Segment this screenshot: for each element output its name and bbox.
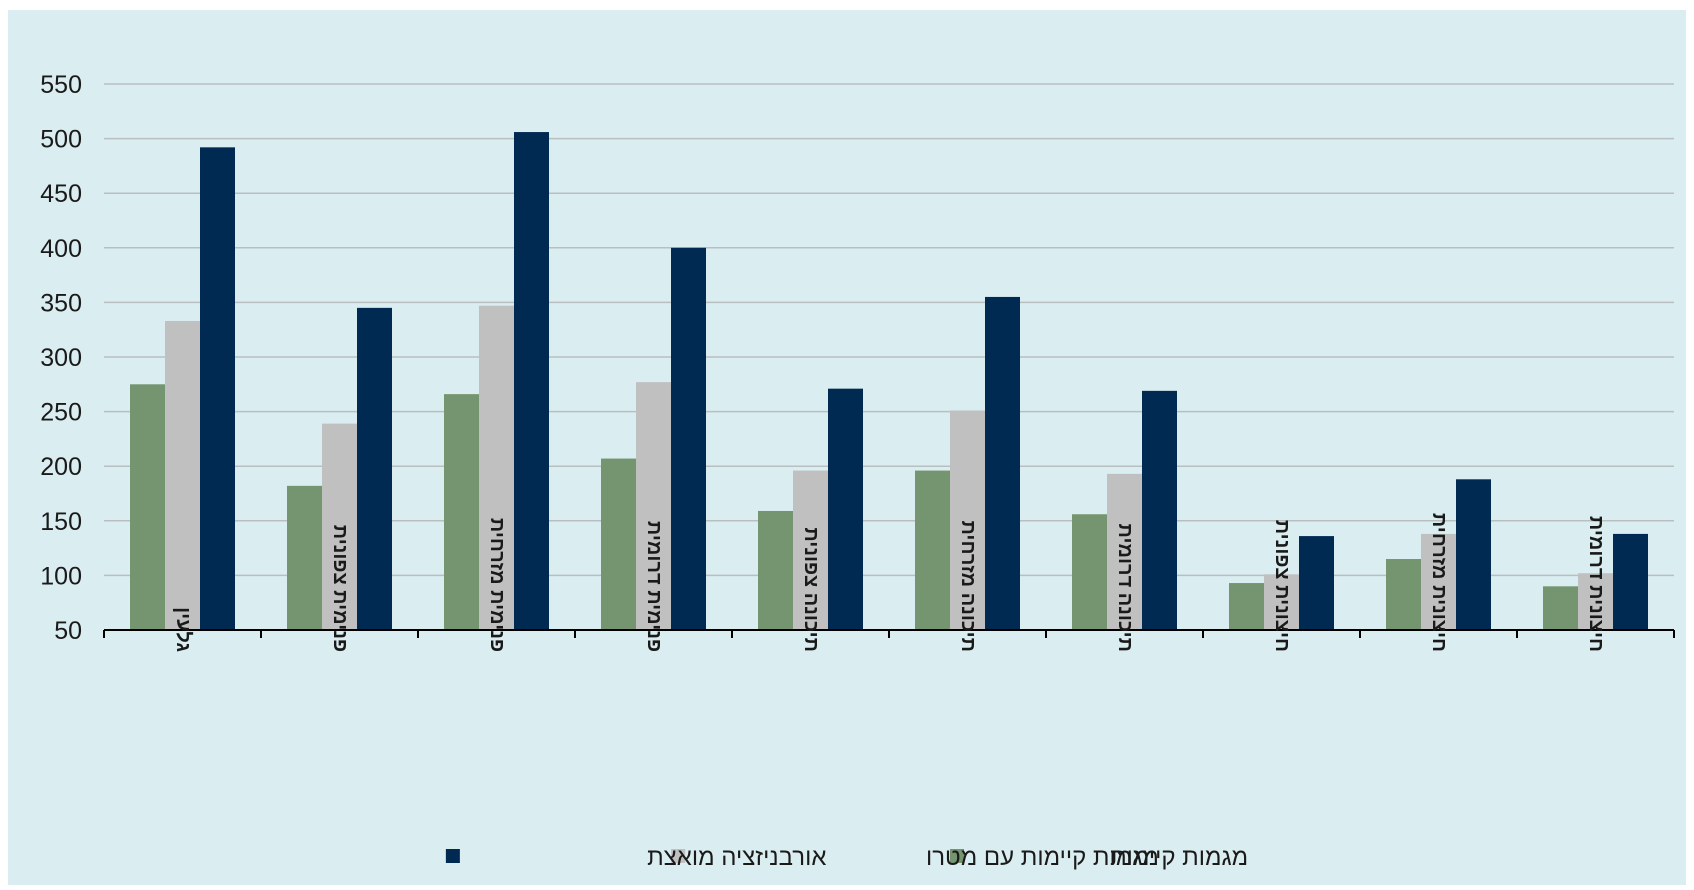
bar — [357, 307, 392, 630]
bar — [1107, 473, 1142, 630]
bar — [130, 384, 165, 630]
x-tick-label: תיכונה צפונית — [800, 527, 822, 652]
x-tick-label: חיצונית צפונית — [1271, 520, 1293, 652]
bar — [1613, 533, 1648, 630]
bar — [1229, 583, 1264, 630]
x-axis: גלעין פנימית צפונית פנימית מזרחית פנימית דר… — [103, 513, 1675, 653]
legend-swatch — [950, 849, 964, 863]
bar — [985, 296, 1020, 630]
bar — [828, 388, 863, 630]
x-tick-label: חיצונית דרומית — [1585, 516, 1607, 652]
legend-label: מגמות קיימות עם מטרו — [926, 844, 1159, 871]
y-tick-label: 500 — [40, 126, 82, 154]
x-tick-label: חיצונית מזרחית — [1428, 513, 1450, 652]
bars — [130, 132, 1648, 631]
y-tick-label: 450 — [40, 180, 82, 208]
y-tick-label: 550 — [40, 71, 82, 99]
bar — [636, 382, 671, 630]
bar — [1543, 586, 1578, 630]
y-tick-label: 400 — [40, 235, 82, 263]
legend-swatch — [445, 849, 460, 863]
y-tick-label: 350 — [40, 289, 82, 317]
bar — [671, 247, 706, 631]
y-tick-label: 250 — [40, 399, 82, 427]
bar — [479, 305, 514, 630]
y-axis: 50 100 150 200 250 300 350 400 450 500 550 — [40, 71, 82, 645]
x-tick-label: תיכונה דרומית — [1114, 524, 1136, 653]
bar — [758, 510, 793, 630]
y-tick-label: 200 — [40, 453, 82, 481]
bar — [322, 423, 357, 630]
y-tick-label: 50 — [54, 617, 82, 645]
bar — [915, 470, 950, 630]
legend-swatch — [671, 849, 686, 863]
bar — [287, 485, 322, 630]
bar — [1142, 390, 1177, 630]
bar — [1578, 573, 1613, 630]
bar — [444, 394, 479, 630]
x-tick-label: תיכונה מזרחית — [957, 520, 979, 652]
bar — [1299, 536, 1334, 630]
bar — [1456, 479, 1491, 630]
bar — [1421, 533, 1456, 630]
bar — [950, 410, 985, 630]
bar — [601, 458, 636, 630]
x-tick-label: גלעין — [172, 607, 194, 652]
legend-label: מגמות קיימות — [1110, 844, 1248, 871]
y-tick-label: 100 — [40, 562, 82, 590]
x-tick-label: פנימית מזרחית — [486, 518, 508, 652]
legend-label: אורבניזציה מואצת — [647, 844, 826, 871]
bar — [1264, 574, 1299, 630]
bar — [165, 320, 200, 630]
bar — [1072, 514, 1107, 630]
x-tick-label: פנימית צפונית — [329, 525, 351, 652]
bar — [514, 132, 549, 630]
bar — [200, 147, 235, 630]
y-tick-label: 300 — [40, 344, 82, 372]
x-tick-label: פנימית דרומית — [643, 521, 665, 652]
bar — [793, 470, 828, 630]
y-tick-label: 150 — [40, 508, 82, 536]
bar — [1386, 559, 1421, 630]
